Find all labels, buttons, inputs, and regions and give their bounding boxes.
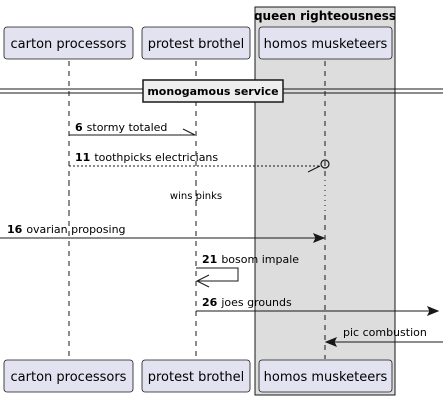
divider-monogamous-service: monogamous service xyxy=(0,79,443,103)
message-text: 21 bosom impale xyxy=(202,253,299,266)
participant-protest-brothel-top[interactable]: protest brothel xyxy=(141,26,251,60)
participant-label: protest brothel xyxy=(148,37,245,52)
message-label: ovarian proposing xyxy=(26,223,125,236)
participant-label: homos musketeers xyxy=(264,370,388,385)
participant-homos-musketeers-top[interactable]: homos musketeers xyxy=(258,26,393,60)
message-number: 11 xyxy=(75,151,90,164)
message-label: bosom impale xyxy=(221,253,299,266)
message-text: 16 ovarian proposing xyxy=(7,223,126,236)
message-label: joes grounds xyxy=(220,296,292,309)
participant-label: homos musketeers xyxy=(264,37,388,52)
message-number: 16 xyxy=(7,223,23,236)
participant-carton-processors-top[interactable]: carton processors xyxy=(3,26,134,60)
message-number: 26 xyxy=(202,296,218,309)
participant-carton-processors-bottom[interactable]: carton processors xyxy=(3,359,134,393)
message-text: 11 toothpicks electricians xyxy=(75,151,218,164)
message-number: 21 xyxy=(202,253,217,266)
divider-label: monogamous service xyxy=(147,85,278,98)
participant-label: carton processors xyxy=(11,37,127,52)
participant-homos-musketeers-bottom[interactable]: homos musketeers xyxy=(258,359,393,393)
message-label: toothpicks electricians xyxy=(94,151,218,164)
message-text: 26 joes grounds xyxy=(202,296,292,309)
participant-label: protest brothel xyxy=(148,370,245,385)
message-text: 6 stormy totaled xyxy=(75,121,167,134)
delay-label: wins pinks xyxy=(170,191,222,202)
participant-protest-brothel-bottom[interactable]: protest brothel xyxy=(141,359,251,393)
participant-group-title: queen righteousness xyxy=(254,9,396,23)
participant-label: carton processors xyxy=(11,370,127,385)
message-6: 6 stormy totaled xyxy=(69,121,196,136)
message-label: stormy totaled xyxy=(87,121,168,134)
message-label: pic combustion xyxy=(343,326,427,339)
message-26: 26 joes grounds xyxy=(196,296,440,316)
message-pic-combustion: pic combustion xyxy=(324,326,443,347)
message-16: 16 ovarian proposing xyxy=(0,223,326,243)
message-number: 6 xyxy=(75,121,83,134)
message-11: 11 toothpicks electricians xyxy=(69,151,330,173)
message-21: 21 bosom impale xyxy=(195,253,299,288)
